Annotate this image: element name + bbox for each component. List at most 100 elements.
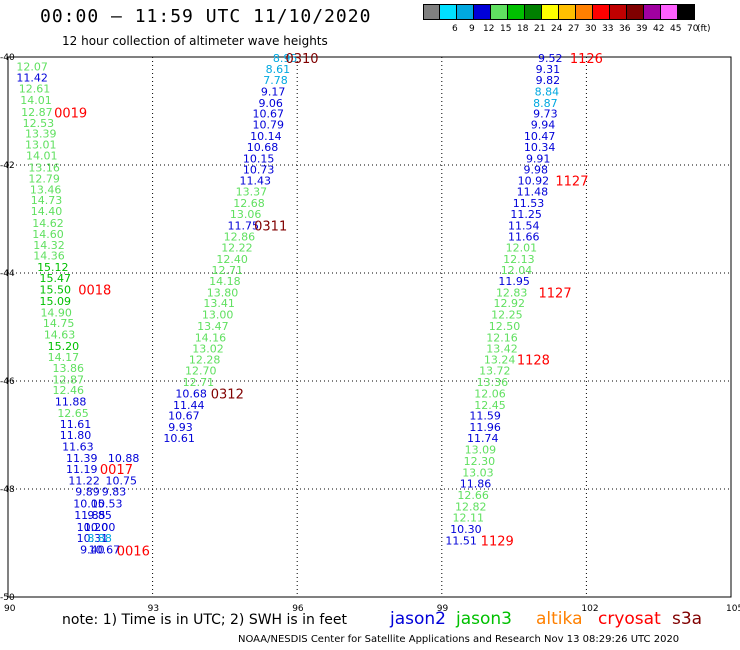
wave-height-point: 13.86: [53, 362, 85, 375]
wave-height-point: 10.20: [77, 521, 109, 534]
wave-height-point: 11.95: [498, 275, 530, 288]
color-scale-swatch: [661, 4, 678, 20]
wave-height-point: 12.28: [189, 353, 221, 366]
wave-height-point: 8.87: [533, 97, 558, 110]
wave-height-point: 8.95: [273, 52, 298, 65]
wave-height-point: 13.39: [25, 128, 57, 141]
wave-height-point: 14.36: [33, 250, 65, 263]
wave-height-point: 11.61: [60, 418, 92, 431]
y-tick-label: -40: [0, 53, 15, 63]
legend-item-altika: altika: [536, 609, 583, 629]
color-scale-label: 45: [670, 24, 682, 34]
color-scale-frame: [423, 4, 695, 20]
wave-height-point: 11.22: [68, 474, 100, 487]
wave-height-point: 10.30: [450, 523, 482, 536]
plot-frame: [7, 56, 732, 598]
pass-time-label: 0311: [254, 219, 287, 234]
chart-subtitle: 12 hour collection of altimeter wave hei…: [62, 34, 328, 48]
wave-height-point: 11.85: [74, 509, 106, 522]
pass-time-label: 0312: [211, 387, 244, 402]
wave-height-point: 12.07: [16, 61, 48, 74]
wave-height-point: 11.39: [66, 452, 98, 465]
y-tick-label: -48: [0, 485, 15, 495]
pass-time-label: 1126: [570, 52, 603, 67]
color-scale-swatch: [491, 4, 508, 20]
wave-height-point: 11.75: [227, 219, 259, 232]
wave-height-point: 14.63: [44, 329, 76, 342]
wave-height-point: 9.40: [80, 543, 105, 556]
wave-height-point: 15.20: [48, 340, 80, 353]
wave-height-point: 12.22: [221, 242, 253, 255]
wave-height-point: 12.68: [233, 197, 265, 210]
y-tick-label: -50: [0, 593, 15, 603]
wave-height-point: 11.86: [460, 478, 492, 491]
wave-height-point: 13.01: [25, 138, 57, 151]
color-scale-swatch: [542, 4, 559, 20]
wave-height-point: 9.73: [533, 108, 558, 121]
wave-height-point: 13.09: [465, 444, 497, 457]
wave-height-point: 12.86: [224, 230, 256, 243]
wave-height-point: 7.78: [263, 74, 288, 87]
wave-height-point: 14.01: [26, 149, 58, 162]
x-tick-label: 90: [4, 604, 16, 614]
wave-height-point: 10.67: [168, 410, 200, 423]
wave-height-point: 14.75: [43, 317, 75, 330]
wave-height-point: 12.71: [212, 264, 244, 277]
wave-height-point: 14.73: [31, 194, 63, 207]
wave-height-point: 13.47: [197, 320, 229, 333]
wave-height-point: 9.91: [526, 153, 551, 166]
wave-height-point: 12.50: [489, 320, 521, 333]
pass-time-label: 0017: [100, 463, 133, 478]
wave-height-point: 12.87: [21, 106, 53, 119]
y-tick-label: -44: [0, 269, 15, 279]
wave-height-point: 9.31: [536, 63, 561, 76]
wave-height-point: 13.80: [207, 286, 239, 299]
wave-height-point: 10.14: [250, 130, 282, 143]
wave-height-point: 15.50: [39, 284, 71, 297]
color-scale-label: 42: [653, 24, 665, 34]
y-tick-label: -46: [0, 377, 15, 387]
color-scale-swatch: [440, 4, 457, 20]
wave-height-point: 10.00: [84, 521, 116, 534]
wave-height-point: 12.70: [185, 365, 217, 378]
wave-height-point: 8.61: [266, 63, 291, 76]
wave-height-point: 11.43: [240, 175, 272, 188]
wave-height-point: 14.60: [32, 228, 64, 241]
wave-height-point: 12.66: [457, 489, 489, 502]
wave-height-point: 13.37: [236, 185, 268, 198]
color-scale-swatch: [423, 4, 440, 20]
color-scale-label: 70: [687, 24, 699, 34]
wave-height-point: 10.34: [524, 141, 556, 154]
wave-height-point: 9.98: [524, 163, 549, 176]
pass-time-label: 0019: [54, 107, 87, 122]
color-scale-label: 12: [483, 24, 495, 34]
pass-time-label: 0016: [117, 545, 150, 560]
legend-item-jason2: jason2: [390, 609, 446, 629]
wave-height-point: 10.79: [253, 119, 285, 132]
wave-height-point: 13.03: [462, 466, 494, 479]
wave-height-point: 10.75: [106, 474, 138, 487]
wave-height-point: 8.88: [87, 532, 112, 545]
wave-height-point: 12.87: [53, 373, 85, 386]
color-scale-label: 6: [452, 24, 458, 34]
wave-height-point: 12.61: [19, 82, 51, 95]
legend-item-jason3: jason3: [456, 609, 512, 629]
color-scale-label: 21: [534, 24, 546, 34]
wave-height-point: 14.18: [209, 275, 241, 288]
wave-height-point: 14.17: [48, 351, 80, 364]
legend-item-cryosat: cryosat: [598, 609, 661, 629]
wave-height-point: 9.94: [531, 119, 556, 132]
wave-height-point: 9.93: [168, 421, 193, 434]
color-scale-swatch: [627, 4, 644, 20]
color-scale-label: 15: [500, 24, 512, 34]
color-scale-unit: (ft): [697, 24, 711, 34]
wave-height-point: 15.12: [37, 261, 69, 274]
wave-height-point: 10.67: [253, 108, 285, 121]
wave-height-point: 15.09: [39, 295, 71, 308]
wave-height-point: 10.15: [243, 153, 275, 166]
wave-height-point: 11.74: [467, 432, 499, 445]
color-scale-swatch: [593, 4, 610, 20]
wave-height-point: 10.68: [247, 141, 279, 154]
wave-height-point: 11.88: [55, 396, 87, 409]
wave-height-point: 14.16: [195, 331, 227, 344]
